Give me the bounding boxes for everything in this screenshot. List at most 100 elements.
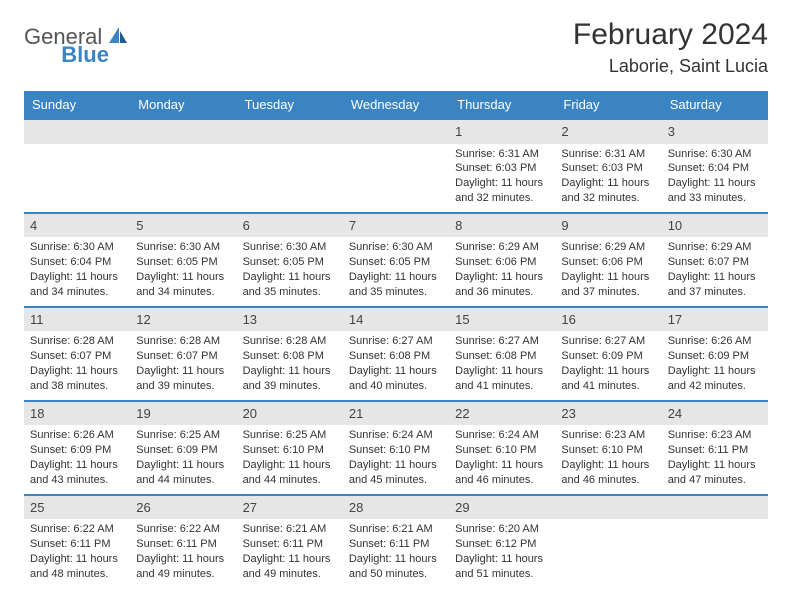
brand-logo: General Blue bbox=[24, 18, 157, 50]
day-cell: 22Sunrise: 6:24 AMSunset: 6:10 PMDayligh… bbox=[449, 401, 555, 495]
day-number: 21 bbox=[343, 402, 449, 426]
day-number: 15 bbox=[449, 308, 555, 332]
day-number: 22 bbox=[449, 402, 555, 426]
daylight-text: Daylight: 11 hours and 50 minutes. bbox=[349, 552, 443, 582]
sunset-text: Sunset: 6:07 PM bbox=[136, 349, 230, 364]
sunset-text: Sunset: 6:07 PM bbox=[668, 255, 762, 270]
sunrise-text: Sunrise: 6:30 AM bbox=[668, 147, 762, 162]
daylight-text: Daylight: 11 hours and 45 minutes. bbox=[349, 458, 443, 488]
daylight-text: Daylight: 11 hours and 37 minutes. bbox=[668, 270, 762, 300]
daylight-text: Daylight: 11 hours and 37 minutes. bbox=[561, 270, 655, 300]
daylight-text: Daylight: 11 hours and 34 minutes. bbox=[136, 270, 230, 300]
day-cell: 2Sunrise: 6:31 AMSunset: 6:03 PMDaylight… bbox=[555, 119, 661, 213]
daylight-text: Daylight: 11 hours and 41 minutes. bbox=[455, 364, 549, 394]
dow-header-row: Sunday Monday Tuesday Wednesday Thursday… bbox=[24, 91, 768, 119]
daylight-text: Daylight: 11 hours and 46 minutes. bbox=[455, 458, 549, 488]
sunset-text: Sunset: 6:08 PM bbox=[243, 349, 337, 364]
day-number: 27 bbox=[237, 496, 343, 520]
sunrise-text: Sunrise: 6:22 AM bbox=[30, 522, 124, 537]
sunset-text: Sunset: 6:11 PM bbox=[243, 537, 337, 552]
day-number: 17 bbox=[662, 308, 768, 332]
day-cell: . bbox=[555, 495, 661, 588]
day-number: 28 bbox=[343, 496, 449, 520]
sunrise-text: Sunrise: 6:23 AM bbox=[561, 428, 655, 443]
day-number: 20 bbox=[237, 402, 343, 426]
dow-saturday: Saturday bbox=[662, 91, 768, 119]
sunrise-text: Sunrise: 6:27 AM bbox=[561, 334, 655, 349]
sunset-text: Sunset: 6:09 PM bbox=[668, 349, 762, 364]
sunrise-text: Sunrise: 6:21 AM bbox=[243, 522, 337, 537]
sunrise-text: Sunrise: 6:29 AM bbox=[668, 240, 762, 255]
daylight-text: Daylight: 11 hours and 44 minutes. bbox=[243, 458, 337, 488]
daylight-text: Daylight: 11 hours and 36 minutes. bbox=[455, 270, 549, 300]
day-cell: 25Sunrise: 6:22 AMSunset: 6:11 PMDayligh… bbox=[24, 495, 130, 588]
day-cell: 10 Sunrise: 6:29 AMSunset: 6:07 PMDayligh… bbox=[662, 213, 768, 307]
day-number: 24 bbox=[662, 402, 768, 426]
day-cell: 26Sunrise: 6:22 AMSunset: 6:11 PMDayligh… bbox=[130, 495, 236, 588]
sunset-text: Sunset: 6:10 PM bbox=[243, 443, 337, 458]
day-number: 5 bbox=[130, 214, 236, 238]
sunset-text: Sunset: 6:05 PM bbox=[349, 255, 443, 270]
day-number: 7 bbox=[343, 214, 449, 238]
daylight-text: Daylight: 11 hours and 32 minutes. bbox=[561, 176, 655, 206]
daylight-text: Daylight: 11 hours and 40 minutes. bbox=[349, 364, 443, 394]
week-row: 25Sunrise: 6:22 AMSunset: 6:11 PMDayligh… bbox=[24, 495, 768, 588]
day-number: 25 bbox=[24, 496, 130, 520]
sunrise-text: Sunrise: 6:25 AM bbox=[243, 428, 337, 443]
day-number: . bbox=[662, 496, 768, 520]
month-title: February 2024 bbox=[573, 18, 768, 52]
calendar-table: Sunday Monday Tuesday Wednesday Thursday… bbox=[24, 91, 768, 588]
sunset-text: Sunset: 6:09 PM bbox=[30, 443, 124, 458]
sunrise-text: Sunrise: 6:23 AM bbox=[668, 428, 762, 443]
sunset-text: Sunset: 6:11 PM bbox=[30, 537, 124, 552]
daylight-text: Daylight: 11 hours and 46 minutes. bbox=[561, 458, 655, 488]
sunrise-text: Sunrise: 6:30 AM bbox=[243, 240, 337, 255]
daylight-text: Daylight: 11 hours and 51 minutes. bbox=[455, 552, 549, 582]
sunrise-text: Sunrise: 6:30 AM bbox=[349, 240, 443, 255]
day-number: 11 bbox=[24, 308, 130, 332]
header: General Blue February 2024 Laborie, Sain… bbox=[24, 18, 768, 77]
sunset-text: Sunset: 6:03 PM bbox=[455, 161, 549, 176]
day-cell: 19Sunrise: 6:25 AMSunset: 6:09 PMDayligh… bbox=[130, 401, 236, 495]
sunrise-text: Sunrise: 6:22 AM bbox=[136, 522, 230, 537]
daylight-text: Daylight: 11 hours and 47 minutes. bbox=[668, 458, 762, 488]
week-row: 11 Sunrise: 6:28 AM Sunset: 6:07 PM Dayligh… bbox=[24, 307, 768, 401]
week-row: ....1Sunrise: 6:31 AMSunset: 6:03 PMDayl… bbox=[24, 119, 768, 213]
day-cell: 6Sunrise: 6:30 AMSunset: 6:05 PMDaylight… bbox=[237, 213, 343, 307]
day-number: 9 bbox=[555, 214, 661, 238]
day-cell: . bbox=[24, 119, 130, 213]
sunset-text: Sunset: 6:10 PM bbox=[561, 443, 655, 458]
day-number: 2 bbox=[555, 120, 661, 144]
title-block: February 2024 Laborie, Saint Lucia bbox=[573, 18, 768, 77]
daylight-text: Daylight: 11 hours and 32 minutes. bbox=[455, 176, 549, 206]
sunrise-text: Sunrise: 6:24 AM bbox=[455, 428, 549, 443]
daylight-text: Daylight: 11 hours and 39 minutes. bbox=[243, 364, 337, 394]
day-cell: 1Sunrise: 6:31 AMSunset: 6:03 PMDaylight… bbox=[449, 119, 555, 213]
sunset-text: Sunset: 6:05 PM bbox=[136, 255, 230, 270]
day-number: 10 bbox=[662, 214, 768, 238]
sunrise-text: Sunrise: 6:29 AM bbox=[561, 240, 655, 255]
day-number: . bbox=[237, 120, 343, 144]
day-number: 3 bbox=[662, 120, 768, 144]
day-cell: 23Sunrise: 6:23 AMSunset: 6:10 PMDayligh… bbox=[555, 401, 661, 495]
daylight-text: Daylight: 11 hours and 49 minutes. bbox=[136, 552, 230, 582]
day-cell: 28Sunrise: 6:21 AMSunset: 6:11 PMDayligh… bbox=[343, 495, 449, 588]
sunset-text: Sunset: 6:10 PM bbox=[349, 443, 443, 458]
sunrise-text: Sunrise: 6:26 AM bbox=[30, 428, 124, 443]
day-cell: 11Sunrise: 6:28 AMSunset: 6:07 PMDayligh… bbox=[24, 307, 130, 401]
daylight-text: Daylight: 11 hours and 42 minutes. bbox=[668, 364, 762, 394]
sunrise-text: Sunrise: 6:30 AM bbox=[136, 240, 230, 255]
week-row: 4Sunrise: 6:30 AMSunset: 6:04 PMDaylight… bbox=[24, 213, 768, 307]
day-cell: 18Sunrise: 6:26 AMSunset: 6:09 PMDayligh… bbox=[24, 401, 130, 495]
day-cell: 5 Sunrise: 6:30 AMSunset: 6:05 PMDaylight… bbox=[130, 213, 236, 307]
brand-blue: Blue bbox=[61, 42, 109, 68]
sunrise-text: Sunrise: 6:25 AM bbox=[136, 428, 230, 443]
sail-icon bbox=[107, 25, 129, 50]
day-cell: 21Sunrise: 6:24 AMSunset: 6:10 PMDayligh… bbox=[343, 401, 449, 495]
day-cell: 12Sunrise: 6:28 AMSunset: 6:07 PMDayligh… bbox=[130, 307, 236, 401]
day-cell: 27Sunrise: 6:21 AMSunset: 6:11 PMDayligh… bbox=[237, 495, 343, 588]
daylight-text: Daylight: 11 hours and 41 minutes. bbox=[561, 364, 655, 394]
daylight-text: Daylight: 11 hours and 35 minutes. bbox=[243, 270, 337, 300]
sunset-text: Sunset: 6:04 PM bbox=[668, 161, 762, 176]
sunrise-text: Sunrise: 6:28 AM bbox=[30, 334, 124, 349]
